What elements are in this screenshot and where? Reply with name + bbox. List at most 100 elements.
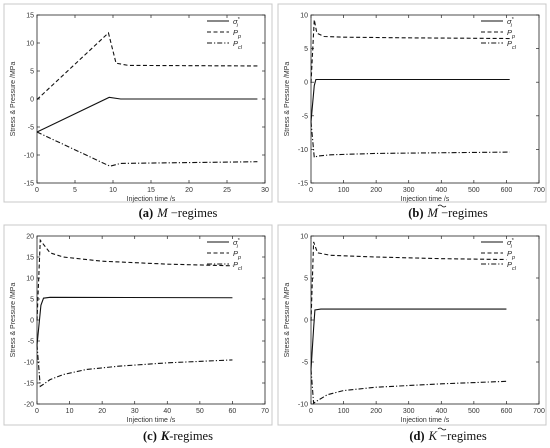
y-tick-label: -5 [302,360,308,367]
x-tick-label: 60 [229,408,237,415]
y-axis-label: Stress & Pressure /MPa [284,283,291,358]
chart-panel-c: 0 10 20 30 40 50 60 70 -20 -15 -10 -5 0 5 10 15 20 Inject… [3,224,273,443]
x-tick-label: 400 [435,187,447,194]
legend-entry: Pp [233,249,241,261]
y-tick-label: 5 [30,69,34,76]
legend-entry: Pcl [507,39,517,51]
series-line-0 [310,308,507,370]
x-tick-label: 30 [261,187,269,194]
plot-area [36,235,266,405]
x-tick-label: 0 [309,408,313,415]
series-line-2 [36,344,233,388]
y-tick-label: -5 [28,125,34,132]
legend-entry: σ* i [507,17,515,29]
y-tick-label: 15 [26,13,34,20]
x-tick-label: 20 [98,408,106,415]
series-line-1 [36,31,258,100]
y-tick-label: -15 [24,381,34,388]
legend-entry: Pp [507,28,515,40]
y-tick-label: 0 [30,318,34,325]
x-tick-label: 500 [468,187,480,194]
series-line-1 [310,19,510,83]
chart-panel-a: 0 5 10 15 20 25 30 -15 -10 -5 0 5 10 15 Injection time… [3,3,273,220]
y-tick-label: -20 [24,402,34,409]
series-line-2 [310,369,507,405]
legend-entry: Pcl [507,260,517,272]
x-tick-label: 200 [370,408,382,415]
y-tick-label: 5 [304,46,308,53]
y-tick-label: 15 [26,255,34,262]
x-tick-label: 10 [66,408,74,415]
caption-a: (a) M −regimes [139,206,218,220]
y-tick-label: -15 [24,181,34,188]
caption-tilde [437,427,447,431]
plot-area [310,235,540,405]
plot-area [310,14,540,184]
series-line-1 [36,238,233,321]
y-tick-label: 10 [26,41,34,48]
x-tick-label: 500 [468,408,480,415]
y-tick-label: 5 [304,276,308,283]
series-line-0 [36,296,233,346]
x-tick-label: 600 [501,187,513,194]
y-tick-label: 20 [26,234,34,241]
x-tick-label: 600 [501,408,513,415]
series-line-2 [310,121,510,159]
y-tick-label: 10 [26,276,34,283]
x-tick-label: 700 [533,187,545,194]
x-tick-label: 0 [35,187,39,194]
x-axis-label: Injection time /s [401,417,450,424]
x-tick-label: 5 [73,187,77,194]
legend-entry: Pp [233,28,241,40]
legend-entry: σ* i [507,238,515,250]
y-tick-label: -10 [298,402,308,409]
y-tick-label: 5 [30,297,34,304]
x-tick-label: 30 [131,408,139,415]
x-tick-label: 50 [196,408,204,415]
y-tick-label: 10 [300,13,308,20]
y-tick-label: -5 [302,113,308,120]
x-tick-label: 400 [435,408,447,415]
legend-entry: σ* i [233,238,241,250]
caption-d: (d) K −regimes [409,429,487,443]
legend-entry: Pcl [233,260,243,272]
y-tick-label: -10 [24,153,34,160]
chart-panel-d: 0 100 200 300 400 500 600 700 -10 -5 0 5 10 Injection… [277,224,547,443]
x-axis-label: Injection time /s [401,196,450,203]
x-tick-label: 20 [185,187,193,194]
legend-entry: σ* i [233,17,241,29]
chart-panel-b: 0 100 200 300 400 500 600 700 -15 -10 -5 0 5 10 Inject… [277,3,547,220]
series-line-0 [310,78,510,122]
caption-b: (b) M −regimes [408,206,488,220]
y-tick-label: -10 [298,147,308,154]
series-line-2 [36,131,258,167]
x-tick-label: 15 [147,187,155,194]
x-tick-label: 100 [338,187,350,194]
x-tick-label: 70 [261,408,269,415]
series-line-0 [36,96,258,133]
x-tick-label: 200 [370,187,382,194]
y-tick-label: -10 [24,360,34,367]
y-axis-label: Stress & Pressure /MPa [284,62,291,137]
x-axis-label: Injection time /s [127,417,176,424]
legend-entry: Pcl [233,39,243,51]
x-tick-label: 100 [338,408,350,415]
y-tick-label: 0 [304,318,308,325]
x-tick-label: 700 [533,408,545,415]
y-tick-label: 10 [300,234,308,241]
legend-entry: Pp [507,249,515,261]
x-tick-label: 40 [163,408,171,415]
x-tick-label: 300 [403,408,415,415]
y-tick-label: 0 [304,80,308,87]
x-tick-label: 10 [109,187,117,194]
x-tick-label: 25 [223,187,231,194]
y-tick-label: 0 [30,97,34,104]
y-axis-label: Stress & Pressure /MPa [10,62,17,137]
series-line-1 [310,241,507,321]
x-tick-label: 300 [403,187,415,194]
y-axis-label: Stress & Pressure /MPa [10,283,17,358]
caption-c: (c) K-regimes [143,429,213,443]
x-tick-label: 0 [309,187,313,194]
y-tick-label: -5 [28,339,34,346]
